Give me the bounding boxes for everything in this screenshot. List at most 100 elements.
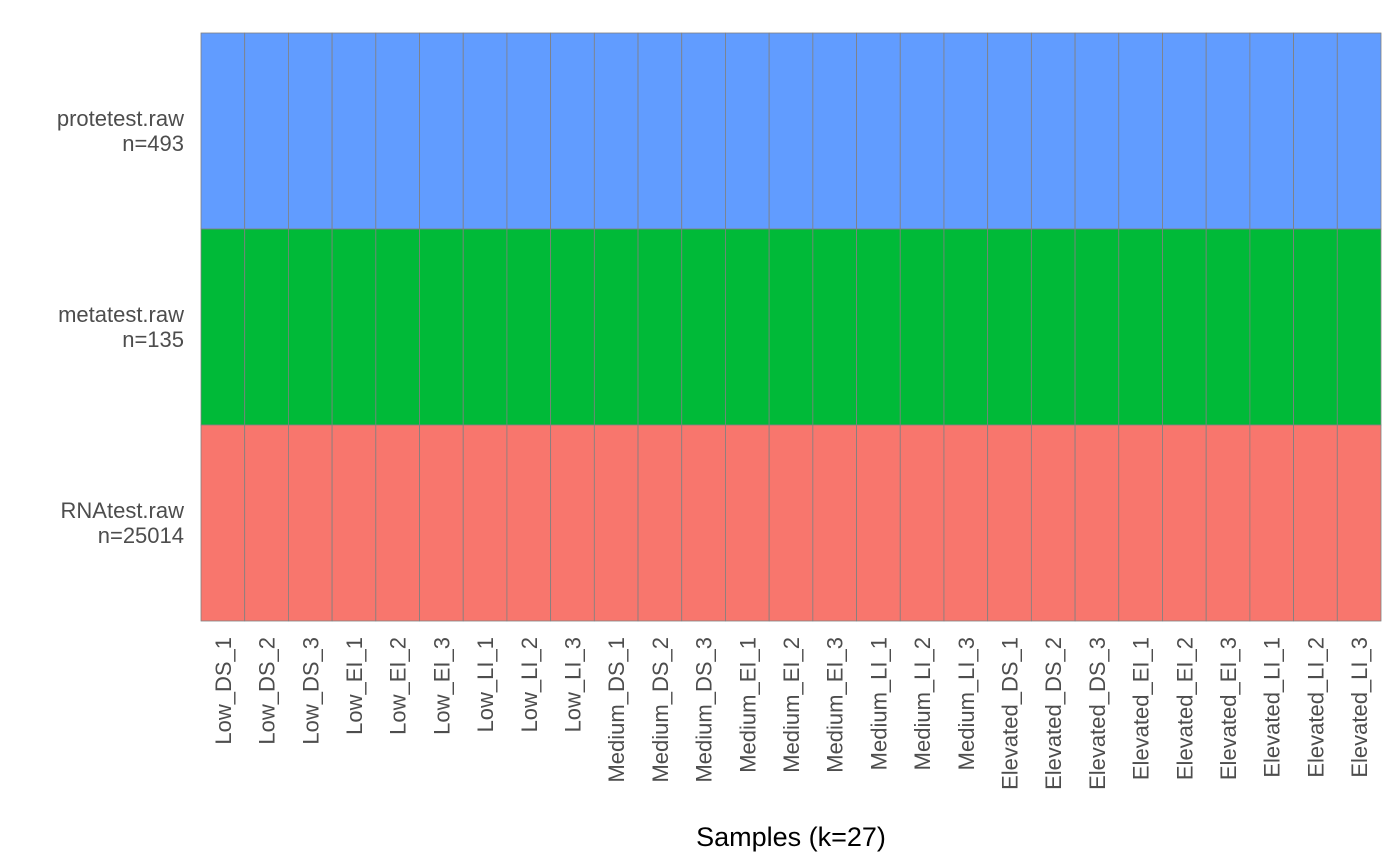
row-label-name: RNAtest.raw bbox=[61, 498, 185, 523]
heatmap-cell bbox=[288, 32, 333, 230]
heatmap-cell bbox=[856, 228, 901, 426]
heatmap-cell bbox=[200, 424, 246, 622]
heatmap-cell bbox=[1249, 32, 1294, 230]
heatmap-cell bbox=[1074, 228, 1120, 426]
heatmap-cell bbox=[1030, 228, 1076, 426]
column-tick-label: Elevated_LI_2 bbox=[1303, 637, 1328, 778]
column-tick-label: Low_EI_2 bbox=[386, 637, 411, 735]
row-label-name: metatest.raw bbox=[58, 302, 184, 327]
column-tick-label: Elevated_EI_3 bbox=[1216, 637, 1241, 780]
row-label-name: protetest.raw bbox=[57, 106, 184, 131]
heatmap-cell bbox=[1030, 424, 1076, 622]
column-tick-label: Low_LI_2 bbox=[517, 637, 542, 732]
heatmap-cell bbox=[1293, 228, 1338, 426]
heatmap-cell bbox=[375, 228, 420, 426]
heatmap-cell bbox=[899, 32, 945, 230]
heatmap-cell bbox=[506, 32, 552, 230]
heatmap-cell bbox=[550, 32, 595, 230]
heatmap-cell bbox=[200, 32, 246, 230]
column-tick-label: Medium_DS_2 bbox=[648, 637, 673, 783]
heatmap-cell bbox=[987, 424, 1032, 622]
column-tick-label: Low_DS_2 bbox=[255, 637, 280, 745]
column-tick-label: Medium_EI_2 bbox=[779, 637, 804, 773]
column-tick-label: Medium_LI_1 bbox=[866, 637, 891, 770]
heatmap-cell bbox=[1162, 32, 1207, 230]
heatmap-cell bbox=[1074, 32, 1120, 230]
column-tick-label: Elevated_LI_1 bbox=[1260, 637, 1285, 778]
column-tick-label: Medium_EI_1 bbox=[735, 637, 760, 773]
column-tick-label: Medium_DS_1 bbox=[604, 637, 629, 783]
heatmap-cell bbox=[637, 228, 683, 426]
heatmap-cell bbox=[419, 228, 464, 426]
heatmap-cell bbox=[288, 424, 333, 622]
heatmap-cell bbox=[1162, 228, 1207, 426]
heatmap-cell bbox=[987, 32, 1032, 230]
heatmap-cell bbox=[419, 32, 464, 230]
heatmap-cell bbox=[419, 424, 464, 622]
heatmap-cell bbox=[331, 424, 377, 622]
heatmap-cell bbox=[768, 228, 814, 426]
column-tick-label: Low_EI_3 bbox=[429, 637, 454, 735]
heatmap-cell bbox=[593, 32, 639, 230]
heatmap-cell bbox=[506, 228, 552, 426]
heatmap-cells bbox=[200, 32, 1382, 622]
heatmap-cell bbox=[1205, 32, 1251, 230]
heatmap-cell bbox=[1293, 32, 1338, 230]
column-tick-label: Low_DS_3 bbox=[298, 637, 323, 745]
heatmap-cell bbox=[1118, 424, 1163, 622]
column-tick-label: Low_DS_1 bbox=[211, 637, 236, 745]
row-label-count: n=25014 bbox=[98, 523, 184, 548]
column-tick-label: Medium_LI_3 bbox=[954, 637, 979, 770]
heatmap-cell bbox=[1030, 32, 1076, 230]
column-tick-label: Elevated_DS_2 bbox=[1041, 637, 1066, 790]
heatmap-cell bbox=[768, 424, 814, 622]
column-tick-label: Elevated_EI_1 bbox=[1129, 637, 1154, 780]
heatmap-cell bbox=[462, 424, 508, 622]
column-tick-label: Medium_DS_3 bbox=[692, 637, 717, 783]
heatmap-cell bbox=[768, 32, 814, 230]
heatmap-cell bbox=[899, 228, 945, 426]
heatmap-cell bbox=[681, 228, 726, 426]
column-tick-label: Low_EI_1 bbox=[342, 637, 367, 735]
heatmap-cell bbox=[987, 228, 1032, 426]
column-tick-label: Medium_EI_3 bbox=[823, 637, 848, 773]
heatmap-cell bbox=[899, 424, 945, 622]
heatmap-cell bbox=[681, 32, 726, 230]
heatmap-cell bbox=[1336, 424, 1382, 622]
heatmap-cell bbox=[506, 424, 552, 622]
heatmap-cell bbox=[593, 228, 639, 426]
heatmap-cell bbox=[812, 32, 857, 230]
heatmap-cell bbox=[331, 32, 377, 230]
heatmap-cell bbox=[244, 228, 289, 426]
heatmap-cell bbox=[943, 32, 989, 230]
x-axis-title: Samples (k=27) bbox=[696, 822, 886, 852]
heatmap-cell bbox=[1205, 228, 1251, 426]
heatmap-cell bbox=[288, 228, 333, 426]
heatmap-cell bbox=[856, 32, 901, 230]
column-tick-label: Low_LI_1 bbox=[473, 637, 498, 732]
heatmap-cell bbox=[550, 228, 595, 426]
heatmap-cell bbox=[1074, 424, 1120, 622]
heatmap-cell bbox=[593, 424, 639, 622]
column-tick-label: Elevated_LI_3 bbox=[1347, 637, 1372, 778]
column-tick-label: Elevated_DS_3 bbox=[1085, 637, 1110, 790]
heatmap-cell bbox=[244, 32, 289, 230]
heatmap-cell bbox=[725, 228, 770, 426]
row-label-count: n=493 bbox=[122, 131, 184, 156]
heatmap-cell bbox=[943, 424, 989, 622]
heatmap-cell bbox=[637, 32, 683, 230]
heatmap-cell bbox=[375, 32, 420, 230]
heatmap-cell bbox=[331, 228, 377, 426]
column-tick-label: Elevated_EI_2 bbox=[1172, 637, 1197, 780]
heatmap-cell bbox=[1336, 32, 1382, 230]
heatmap-cell bbox=[725, 32, 770, 230]
heatmap-cell bbox=[681, 424, 726, 622]
column-tick-label: Low_LI_3 bbox=[560, 637, 585, 732]
heatmap-cell bbox=[1249, 228, 1294, 426]
column-tick-labels: Low_DS_1 Low_DS_2 Low_DS_3 Low_EI_1 Low_EI_2… bbox=[211, 637, 1372, 790]
column-tick-label: Medium_LI_2 bbox=[910, 637, 935, 770]
heatmap-cell bbox=[244, 424, 289, 622]
heatmap-cell bbox=[1205, 424, 1251, 622]
